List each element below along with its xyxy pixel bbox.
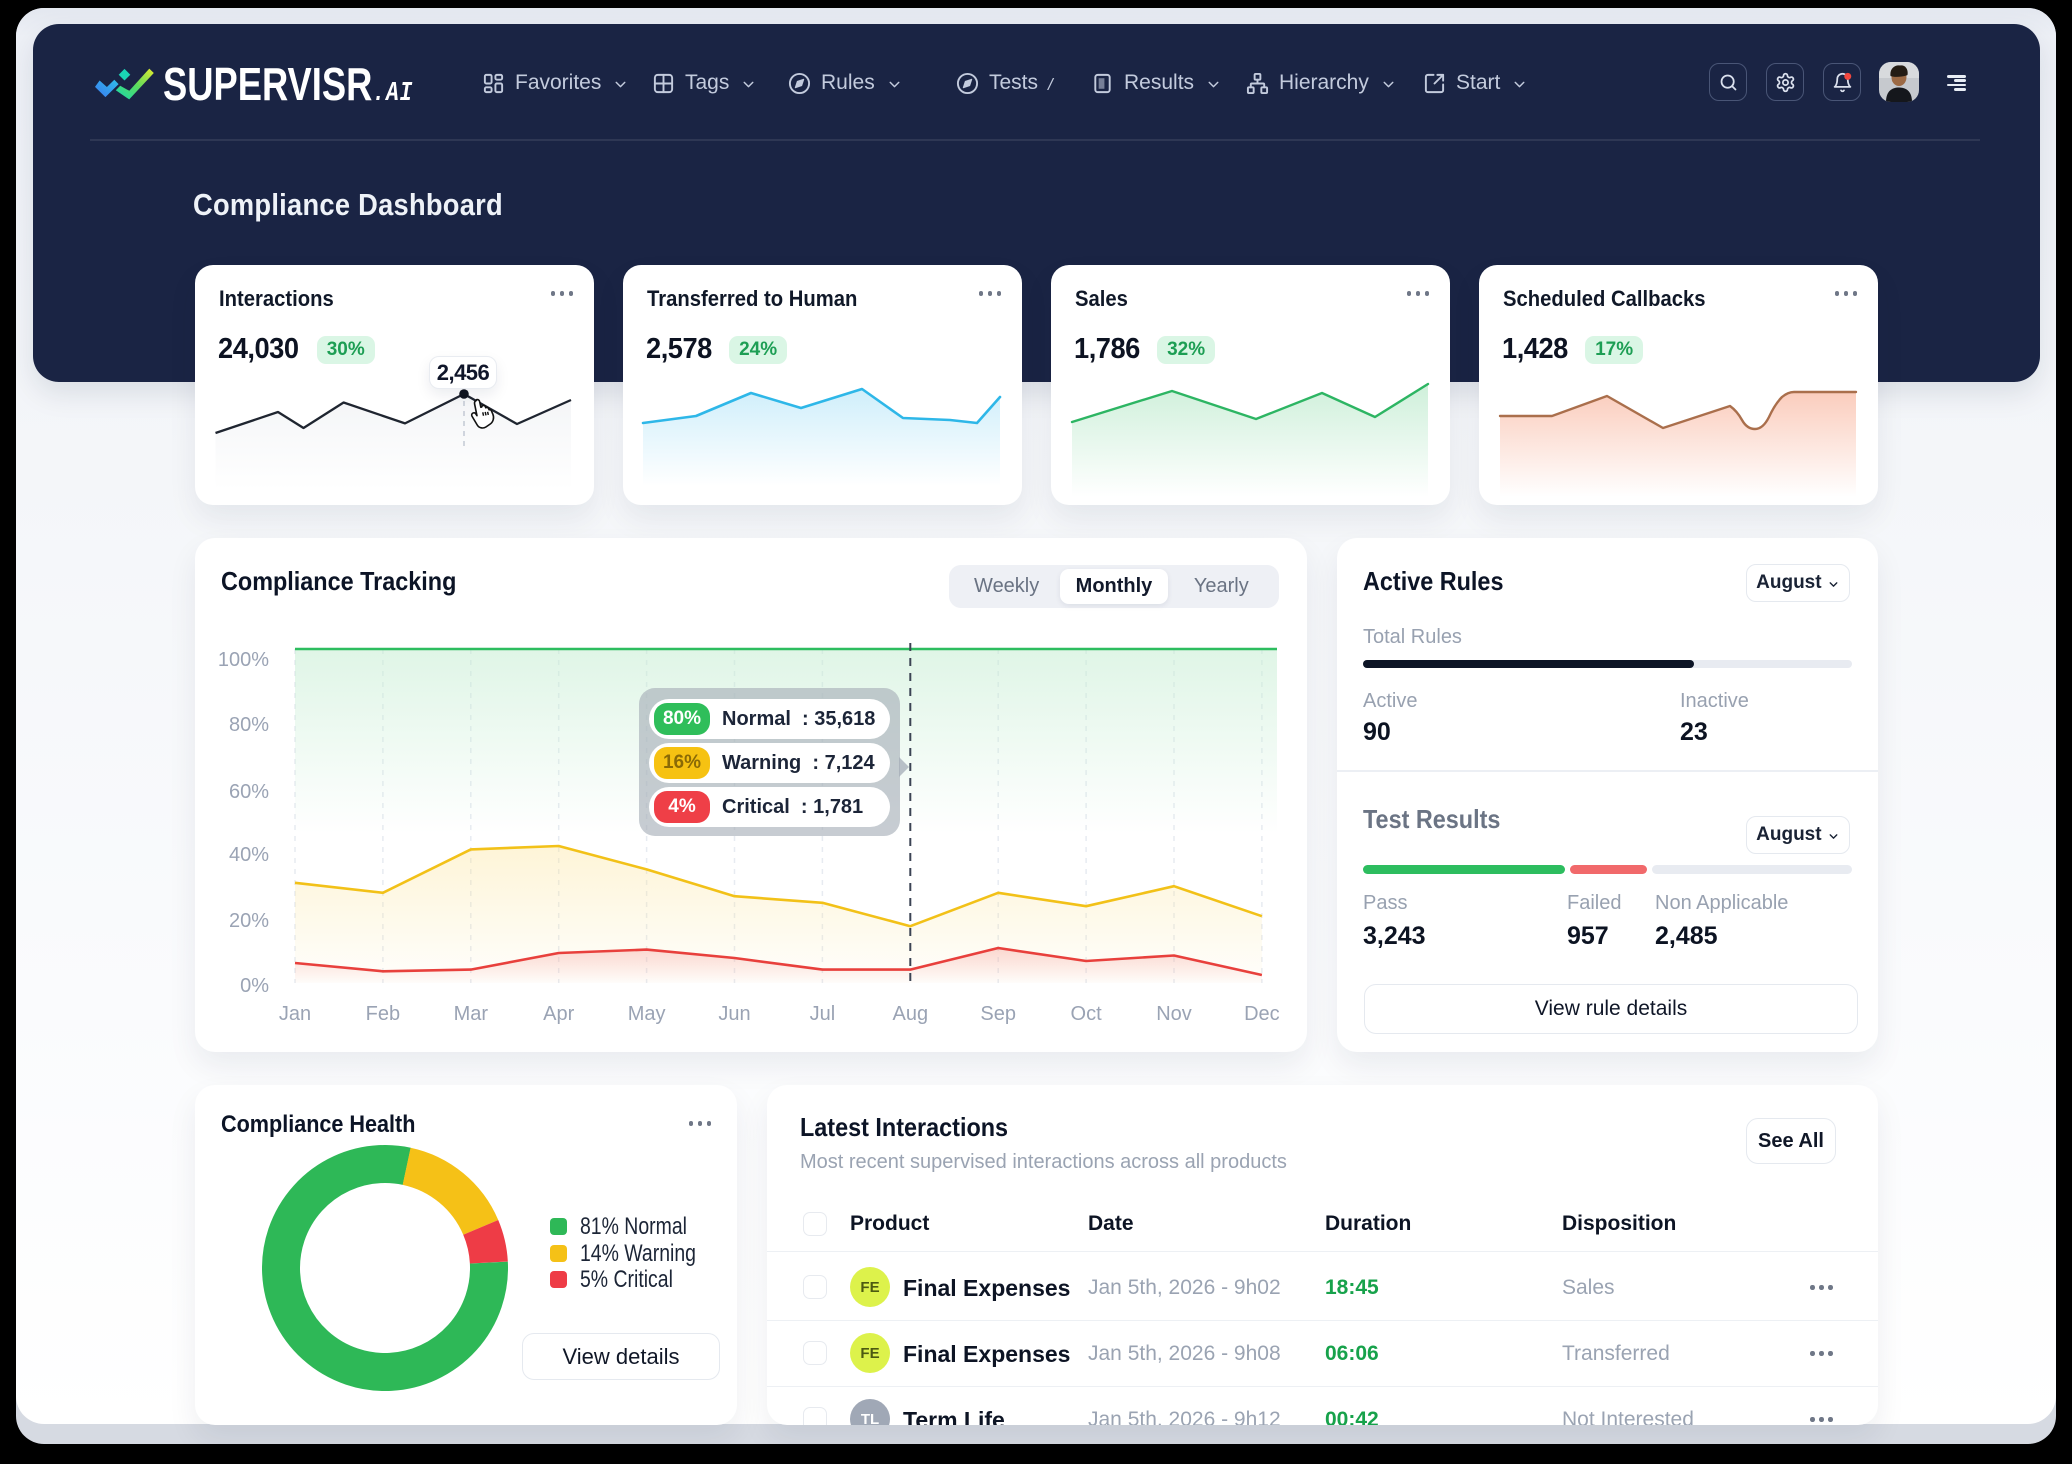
svg-text:Apr: Apr <box>543 1003 574 1025</box>
svg-text:Dec: Dec <box>1244 1003 1280 1025</box>
svg-text:60%: 60% <box>229 781 269 803</box>
svg-text:80%: 80% <box>229 714 269 736</box>
svg-text:0%: 0% <box>240 975 269 997</box>
svg-text:Jun: Jun <box>718 1003 750 1025</box>
svg-text:Oct: Oct <box>1071 1003 1103 1025</box>
svg-text:Aug: Aug <box>893 1003 929 1025</box>
svg-text:40%: 40% <box>229 844 269 866</box>
svg-text:Nov: Nov <box>1156 1003 1192 1025</box>
svg-text:Mar: Mar <box>454 1003 489 1025</box>
svg-text:Sep: Sep <box>980 1003 1016 1025</box>
svg-text:Feb: Feb <box>366 1003 400 1025</box>
svg-text:Jul: Jul <box>810 1003 836 1025</box>
svg-text:100%: 100% <box>218 649 269 671</box>
svg-text:20%: 20% <box>229 910 269 932</box>
svg-text:May: May <box>628 1003 666 1025</box>
svg-text:Jan: Jan <box>279 1003 311 1025</box>
